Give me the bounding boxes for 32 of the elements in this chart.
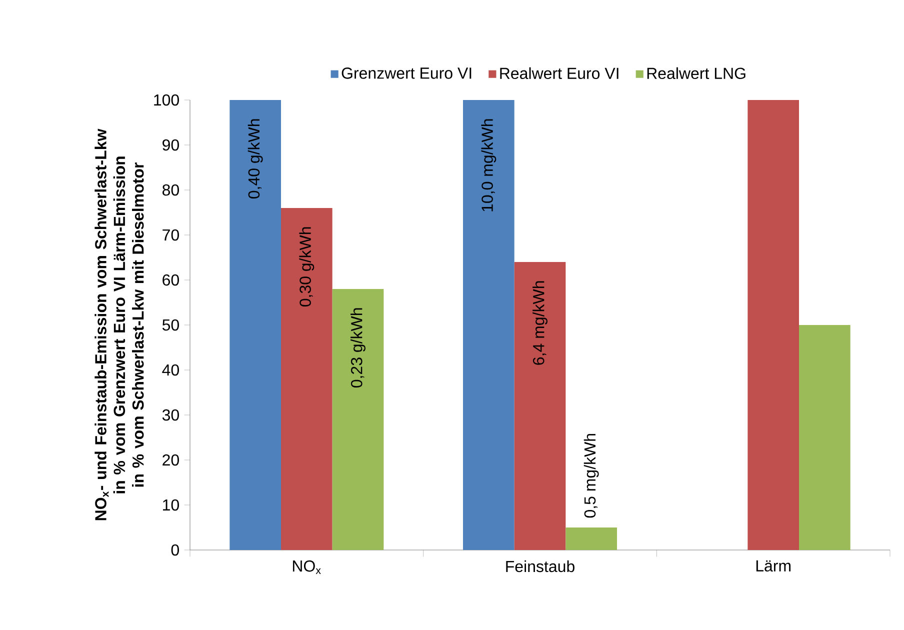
y-tick-label: 40: [162, 364, 179, 376]
legend-label: Grenzwert Euro VI: [342, 68, 472, 79]
y-tick-label: 60: [162, 274, 179, 286]
annotation: 10,0 mg/kWh: [481, 119, 496, 212]
bar: [566, 527, 618, 550]
y-tick-label: 50: [162, 319, 179, 331]
y-tick-label: 70: [162, 229, 179, 241]
bar: [230, 100, 282, 550]
y-tick-label: 100: [154, 94, 179, 106]
bar: [463, 100, 514, 550]
y-tick-label: 80: [162, 184, 179, 196]
legend-label: Realwert Euro VI: [500, 67, 618, 80]
bar: [281, 208, 332, 550]
x-tick-label: Lärm: [756, 560, 791, 572]
legend-label: Realwert LNG: [647, 67, 746, 80]
y-tick-label: 90: [162, 139, 179, 151]
x-tick-label: Feinstaub: [506, 560, 574, 572]
bar: [799, 324, 850, 550]
y-tick-label: 10: [163, 499, 179, 511]
annotation: 0,40 g/kWh: [248, 119, 263, 198]
y-axis-title: NO$_{x}$- und Feinstaub-Emission vom Schwerlast-Lkw in % vom Grenzwert Euro VI Lärm-Emission in % vom Schwerlast-Lkw mit Dieselmotor: [94, 128, 144, 520]
y-tick-label: 20: [162, 454, 179, 466]
annotation: 0,23 g/kWh: [350, 308, 366, 388]
y-tick-label: 30: [162, 409, 179, 421]
annotation: 0,5 mg/kWh: [584, 434, 599, 518]
bar: [332, 288, 384, 550]
x-tick-label: NO$_{x}$: [292, 560, 321, 574]
annotation: 0,30 g/kWh: [299, 227, 314, 306]
bar: [514, 262, 566, 550]
y-tick-label: 0: [171, 544, 179, 556]
bar: [748, 100, 799, 550]
annotation: 6,4 mg/kWh: [532, 281, 548, 365]
